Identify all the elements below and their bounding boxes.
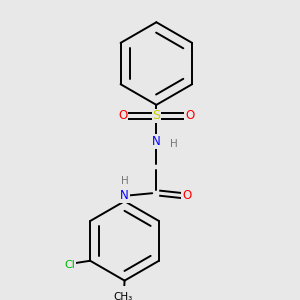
Text: Cl: Cl [64, 260, 75, 270]
Text: O: O [182, 189, 191, 202]
Text: O: O [118, 110, 127, 122]
Text: O: O [185, 110, 194, 122]
Text: N: N [120, 189, 129, 202]
Text: CH₃: CH₃ [113, 292, 133, 300]
Text: H: H [170, 139, 178, 149]
Text: S: S [152, 110, 160, 122]
Text: N: N [152, 135, 161, 148]
Text: H: H [121, 176, 128, 186]
